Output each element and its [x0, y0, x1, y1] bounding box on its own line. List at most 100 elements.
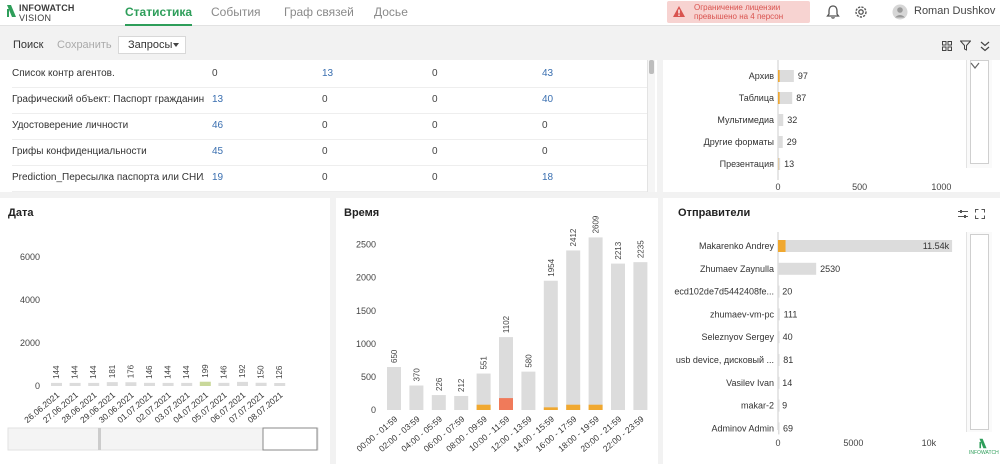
count-cell[interactable]: 46 — [212, 120, 224, 131]
bar — [387, 367, 401, 410]
bar-highlight — [778, 240, 786, 252]
count-cell: 0 — [322, 94, 328, 105]
collapse-icon[interactable] — [980, 40, 990, 52]
senders-scrollbar-thumb[interactable] — [970, 234, 989, 430]
tab-statistics[interactable]: Статистика — [125, 0, 193, 26]
tick-label: 2000 — [20, 338, 40, 348]
table-scrollbar[interactable] — [647, 60, 655, 192]
count-cell[interactable]: 18 — [542, 172, 554, 183]
bar — [778, 399, 780, 412]
tick-label: 0 — [775, 438, 780, 448]
count-cell: 0 — [432, 120, 438, 131]
bar-highlight — [588, 404, 603, 410]
count-cell: 0 — [432, 94, 438, 105]
top-bar: INFOWATCH VISION Статистика События Граф… — [0, 0, 1000, 26]
bar — [778, 285, 780, 298]
count-cell: 0 — [322, 120, 328, 131]
logo-text-line2: VISION — [19, 13, 52, 23]
bar — [88, 382, 100, 386]
app-logo[interactable]: INFOWATCH VISION — [6, 2, 86, 24]
table-scrollbar-thumb[interactable] — [649, 60, 654, 74]
bar — [144, 382, 155, 386]
bar — [181, 382, 193, 386]
formats-panel: Архив 97 Таблица 87 Мультимедиа 32 Другие форм… — [663, 60, 1000, 192]
warning-icon — [673, 6, 685, 17]
data-label: 87 — [796, 93, 806, 103]
bar — [274, 383, 286, 386]
bar — [543, 280, 558, 410]
infowatch-logo-icon — [979, 438, 987, 449]
data-label: 40 — [783, 332, 793, 342]
count-cell[interactable]: 43 — [542, 68, 554, 79]
user-avatar-icon[interactable] — [892, 4, 908, 20]
range-brush-track — [7, 427, 319, 451]
bell-icon[interactable] — [825, 4, 841, 20]
bar — [633, 262, 648, 410]
data-label: 2235 — [636, 240, 645, 258]
data-label: 551 — [480, 356, 489, 370]
table-row[interactable]: Грифы конфиденциальности 45 0 0 0 — [12, 140, 648, 166]
tab-events[interactable]: События — [211, 5, 261, 19]
data-label: 2609 — [592, 215, 601, 233]
tick-label: 1500 — [356, 306, 376, 316]
policy-name-cell: Удостоверение личности — [12, 120, 129, 131]
category-label: Другие форматы — [704, 137, 774, 147]
data-label: 13 — [784, 159, 794, 169]
table-row[interactable]: Список контр агентов. 0 13 0 43 — [12, 62, 648, 88]
table-row[interactable]: Prediction_Пересылка паспорта или СНИЛС 1… — [12, 166, 648, 192]
formats-scrollbar[interactable] — [966, 60, 992, 168]
count-cell[interactable]: 13 — [212, 94, 224, 105]
sender-label: Seleznyov Sergey — [701, 332, 774, 342]
tick-label: 6000 — [20, 252, 40, 262]
data-label: 81 — [783, 355, 793, 365]
sender-label: Makarenko Andrey — [699, 241, 775, 251]
save-button[interactable]: Сохранить — [57, 39, 112, 51]
data-label: 14 — [782, 378, 792, 388]
bar — [778, 354, 780, 366]
expand-icon[interactable] — [975, 209, 985, 219]
data-label: 199 — [201, 364, 210, 378]
search-button[interactable]: Поиск — [13, 39, 44, 51]
count-cell: 0 — [432, 146, 438, 157]
license-warning-banner[interactable]: Ограничение лицензии превышено на 4 перс… — [667, 1, 810, 23]
count-cell[interactable]: 13 — [322, 68, 334, 79]
count-cell[interactable]: 40 — [542, 94, 554, 105]
queries-dropdown[interactable]: Запросы — [118, 36, 186, 54]
senders-scrollbar[interactable] — [966, 232, 992, 432]
tab-relations-graph[interactable]: Граф связей — [284, 5, 354, 19]
bar — [51, 382, 62, 386]
tick-label: 0 — [371, 405, 376, 415]
grid-view-icon[interactable] — [942, 41, 952, 51]
bar — [778, 331, 780, 344]
filter-icon[interactable] — [960, 40, 971, 51]
data-label: 32 — [787, 115, 797, 125]
count-cell: 0 — [432, 172, 438, 183]
table-row[interactable]: Графический объект: Паспорт гражданина Р… — [12, 88, 648, 114]
data-label: 181 — [108, 364, 117, 378]
gear-icon[interactable] — [853, 4, 869, 20]
chevron-down-icon[interactable] — [970, 62, 980, 70]
bar-highlight — [543, 407, 558, 410]
bar-highlight — [476, 404, 491, 410]
senders-chart: Makarenko Andrey 11.54k Zhumaev Zaynulla 25… — [674, 232, 953, 448]
count-cell[interactable]: 45 — [212, 146, 224, 157]
formats-scrollbar-thumb[interactable] — [970, 60, 989, 164]
data-label: 11.54k — [923, 241, 950, 251]
settings-sliders-icon[interactable] — [958, 209, 968, 219]
tick-label: 4000 — [20, 295, 40, 305]
table-row[interactable]: Удостоверение личности 46 0 0 0 — [12, 114, 648, 140]
count-cell[interactable]: 19 — [212, 172, 224, 183]
bar — [778, 240, 953, 252]
tick-label: 0 — [775, 182, 780, 192]
data-label: 126 — [275, 365, 284, 379]
formats-chart: Архив 97 Таблица 87 Мультимедиа 32 Другие форм… — [704, 60, 951, 192]
date-panel: Дата 0 2000 4000 6000 144 26.06.2021 144 27.06.… — [0, 198, 330, 464]
tick-label: 10k — [922, 438, 937, 448]
user-name[interactable]: Roman Dushkov — [914, 5, 996, 17]
bar — [454, 395, 469, 410]
bar — [778, 136, 783, 148]
logo-text-line1: INFOWATCH — [19, 3, 75, 13]
tab-dossier[interactable]: Досье — [374, 5, 408, 19]
sender-label: usb device, дисковый ... — [676, 355, 774, 365]
